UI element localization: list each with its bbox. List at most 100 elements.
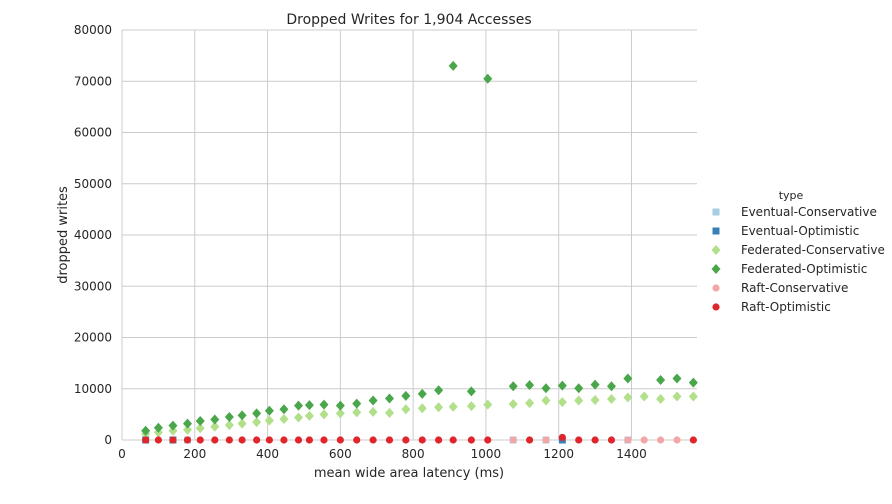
data-point bbox=[224, 420, 234, 431]
y-tick-label: 30000 bbox=[74, 279, 112, 293]
data-point bbox=[656, 375, 666, 386]
data-point bbox=[294, 400, 304, 411]
series-raft-optimistic bbox=[142, 433, 697, 444]
data-point bbox=[210, 421, 220, 432]
legend-item: Raft-Conservative bbox=[712, 281, 848, 295]
x-tick-label: 1000 bbox=[471, 447, 502, 461]
data-point bbox=[280, 436, 288, 444]
data-point bbox=[320, 436, 328, 444]
data-point bbox=[264, 415, 274, 426]
data-point bbox=[153, 422, 163, 433]
data-point bbox=[319, 399, 329, 410]
x-tick-label: 800 bbox=[402, 447, 425, 461]
data-point bbox=[142, 436, 150, 444]
data-point bbox=[509, 436, 517, 444]
data-point bbox=[483, 399, 493, 410]
legend-label: Federated-Conservative bbox=[741, 243, 885, 257]
data-point bbox=[384, 393, 394, 404]
data-point bbox=[434, 402, 444, 413]
data-point bbox=[294, 436, 303, 444]
data-point bbox=[319, 409, 329, 420]
data-point bbox=[154, 436, 162, 444]
data-point bbox=[265, 436, 273, 444]
data-point bbox=[557, 380, 567, 391]
legend-item: Raft-Optimistic bbox=[712, 300, 831, 314]
x-tick-label: 400 bbox=[256, 447, 279, 461]
data-point bbox=[623, 373, 633, 384]
data-point bbox=[508, 399, 518, 410]
data-point bbox=[183, 436, 192, 444]
x-tick-label: 200 bbox=[183, 447, 206, 461]
y-tick-label: 0 bbox=[104, 433, 112, 447]
legend-marker bbox=[712, 208, 720, 216]
data-point bbox=[279, 413, 289, 424]
data-point bbox=[624, 436, 632, 444]
legend-label: Eventual-Conservative bbox=[741, 205, 877, 219]
data-point bbox=[210, 414, 220, 425]
data-point bbox=[401, 390, 411, 401]
data-point bbox=[237, 410, 247, 421]
data-point bbox=[385, 436, 394, 444]
chart-title: Dropped Writes for 1,904 Accesses bbox=[286, 12, 531, 28]
legend-item: Eventual-Conservative bbox=[712, 205, 877, 219]
data-point bbox=[574, 383, 584, 394]
data-point bbox=[225, 436, 233, 444]
data-point bbox=[304, 410, 314, 421]
x-tick-label: 600 bbox=[329, 447, 352, 461]
data-point bbox=[541, 395, 551, 406]
legend-label: Raft-Conservative bbox=[741, 281, 848, 295]
data-point bbox=[449, 436, 457, 444]
legend-marker bbox=[712, 303, 720, 311]
data-point bbox=[558, 433, 566, 442]
data-point bbox=[368, 406, 378, 417]
data-point bbox=[141, 425, 151, 436]
data-point bbox=[352, 398, 362, 409]
y-tick-label: 50000 bbox=[74, 177, 112, 191]
data-point bbox=[252, 417, 262, 428]
legend-label: Raft-Optimistic bbox=[741, 300, 831, 314]
data-point bbox=[211, 436, 219, 444]
series-raft-conservative bbox=[509, 436, 681, 444]
data-point bbox=[508, 381, 518, 392]
data-point bbox=[541, 383, 551, 394]
data-point bbox=[418, 436, 426, 444]
legend-item: Federated-Optimistic bbox=[711, 262, 867, 276]
x-axis-label: mean wide area latency (ms) bbox=[314, 466, 504, 481]
data-point bbox=[688, 391, 698, 402]
y-axis-label: dropped writes bbox=[56, 186, 71, 284]
y-tick-label: 60000 bbox=[74, 126, 112, 140]
data-point bbox=[384, 407, 394, 418]
x-tick-label: 1400 bbox=[616, 447, 647, 461]
data-point bbox=[483, 73, 493, 84]
data-point bbox=[467, 436, 475, 444]
data-point bbox=[607, 436, 616, 444]
data-point bbox=[466, 386, 476, 397]
data-point bbox=[606, 381, 616, 392]
data-point bbox=[304, 400, 314, 411]
data-point bbox=[336, 436, 344, 444]
x-tick-label: 0 bbox=[118, 447, 126, 461]
data-point bbox=[639, 391, 649, 402]
legend-item: Eventual-Optimistic bbox=[712, 224, 859, 238]
data-point bbox=[195, 423, 205, 434]
legend-label: Federated-Optimistic bbox=[741, 262, 867, 276]
data-point bbox=[542, 436, 550, 444]
data-point bbox=[525, 380, 535, 391]
data-point bbox=[224, 411, 234, 422]
data-point bbox=[590, 395, 600, 406]
data-point bbox=[369, 436, 377, 444]
data-point bbox=[417, 388, 427, 399]
data-point bbox=[640, 436, 648, 444]
data-point bbox=[688, 377, 698, 388]
x-axis-ticks: 0 200 400 600 800 1000 1200 1400 bbox=[118, 447, 647, 461]
data-point bbox=[252, 408, 262, 419]
data-point bbox=[279, 404, 289, 415]
legend-marker bbox=[712, 227, 720, 235]
data-point bbox=[672, 373, 682, 384]
data-point bbox=[305, 436, 314, 444]
data-point bbox=[168, 420, 178, 431]
data-point bbox=[417, 403, 427, 414]
series-federated-conservative bbox=[141, 391, 698, 439]
data-point bbox=[591, 436, 599, 444]
